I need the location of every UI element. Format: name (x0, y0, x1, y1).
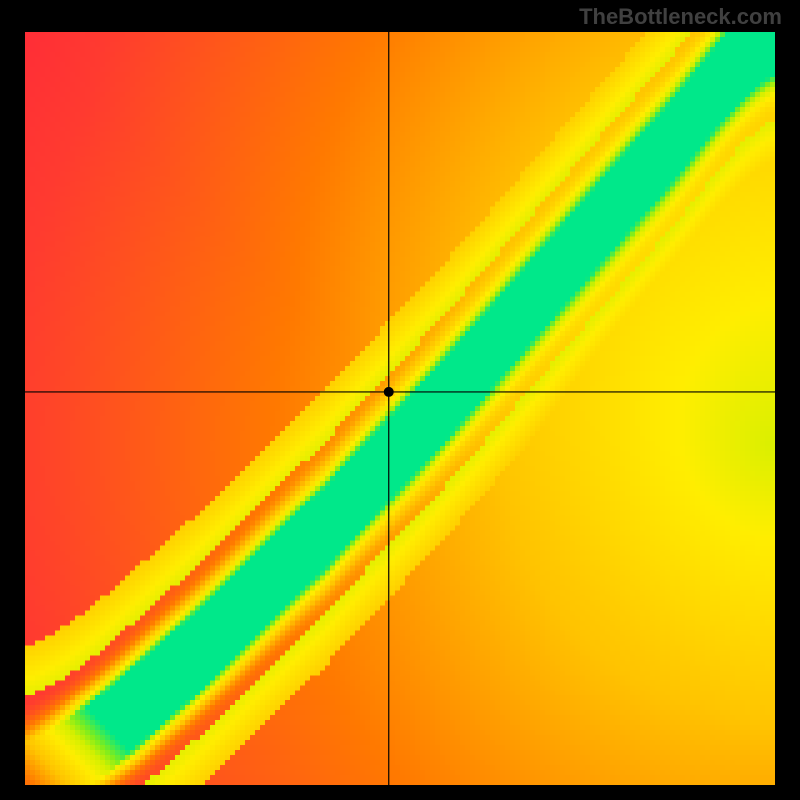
chart-stage: TheBottleneck.com (0, 0, 800, 800)
bottleneck-heatmap (25, 32, 775, 785)
source-watermark: TheBottleneck.com (579, 4, 782, 30)
